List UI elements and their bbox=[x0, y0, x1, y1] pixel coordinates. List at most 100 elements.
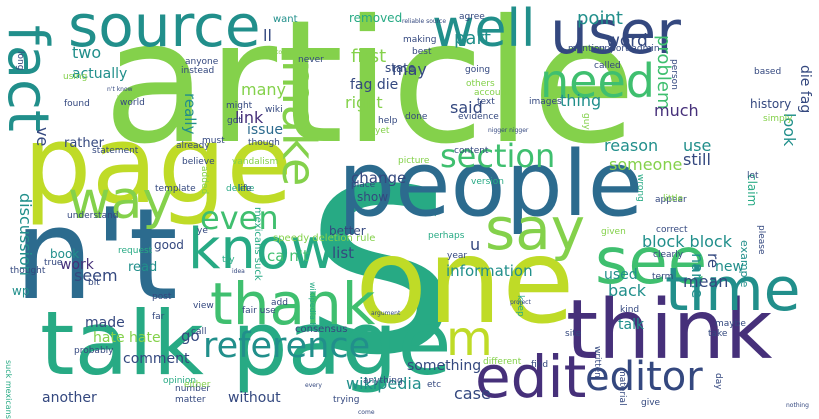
cloud-word: right bbox=[345, 93, 383, 112]
cloud-word: guy bbox=[581, 113, 591, 130]
cloud-word: s bbox=[303, 72, 460, 419]
cloud-word: good bbox=[154, 238, 184, 252]
cloud-word: ye bbox=[197, 226, 208, 236]
cloud-word: help bbox=[378, 116, 398, 126]
cloud-word: one bbox=[355, 212, 575, 350]
cloud-word: request bbox=[118, 246, 153, 256]
cloud-word: state bbox=[385, 61, 416, 75]
cloud-word: thing bbox=[560, 91, 602, 110]
cloud-word: based bbox=[754, 67, 782, 77]
cloud-word: book bbox=[50, 247, 80, 261]
cloud-word: suck mexicans bbox=[4, 360, 13, 419]
cloud-word: history bbox=[750, 97, 792, 111]
cloud-word: got bbox=[227, 116, 242, 126]
cloud-word: want bbox=[273, 14, 298, 25]
cloud-word: term bbox=[652, 272, 674, 282]
cloud-word: ll bbox=[263, 26, 272, 45]
cloud-word: first bbox=[351, 46, 387, 67]
cloud-word: year bbox=[447, 251, 468, 261]
cloud-word: take bbox=[708, 329, 728, 339]
cloud-word: many bbox=[241, 80, 286, 99]
cloud-word: section bbox=[440, 137, 556, 175]
cloud-word: come bbox=[358, 409, 375, 416]
cloud-word: ca n't bbox=[267, 247, 309, 265]
cloud-word: find bbox=[531, 360, 549, 370]
cloud-word: site bbox=[565, 329, 582, 339]
cloud-word: perhaps bbox=[428, 231, 465, 241]
cloud-word: place bbox=[351, 180, 376, 190]
cloud-word: account bbox=[474, 88, 510, 98]
cloud-word: project bbox=[510, 299, 531, 306]
cloud-word: fag die bbox=[350, 77, 399, 93]
cloud-word: either bbox=[184, 380, 211, 390]
cloud-word: even bbox=[200, 199, 279, 237]
cloud-word: really bbox=[181, 93, 199, 135]
cloud-word: editor bbox=[585, 354, 703, 400]
cloud-word: delete bbox=[226, 184, 255, 194]
cloud-word: true bbox=[44, 258, 63, 268]
cloud-word: content bbox=[454, 146, 489, 156]
cloud-word: version bbox=[471, 177, 504, 187]
cloud-word: m bbox=[446, 311, 493, 367]
cloud-word: information bbox=[446, 262, 533, 280]
cloud-word: vandalism bbox=[232, 157, 279, 167]
cloud-word: comment bbox=[123, 351, 190, 367]
cloud-word: called bbox=[594, 61, 621, 71]
cloud-word: must bbox=[202, 136, 225, 146]
cloud-word: kind bbox=[620, 305, 640, 315]
cloud-word: picture bbox=[398, 156, 430, 166]
cloud-word: case bbox=[454, 384, 491, 403]
cloud-word: appear bbox=[655, 195, 687, 205]
cloud-word: block block bbox=[642, 232, 732, 251]
cloud-word: material bbox=[617, 368, 627, 406]
cloud-word: people bbox=[338, 132, 644, 237]
cloud-word: need bbox=[540, 54, 655, 108]
cloud-word: might bbox=[226, 101, 253, 111]
cloud-word: edit bbox=[475, 343, 587, 411]
cloud-word: least bbox=[117, 95, 132, 102]
cloud-word: though bbox=[248, 138, 280, 148]
cloud-word: know bbox=[188, 217, 336, 282]
cloud-word: source bbox=[68, 0, 261, 60]
cloud-word: matter bbox=[175, 395, 206, 405]
cloud-word: probably bbox=[74, 346, 114, 356]
cloud-word: instead bbox=[181, 66, 215, 76]
cloud-word: day bbox=[713, 373, 723, 390]
cloud-word: making bbox=[403, 35, 437, 45]
cloud-word: using bbox=[63, 72, 88, 82]
cloud-word: agree bbox=[459, 12, 485, 22]
cloud-word: world bbox=[120, 98, 145, 108]
cloud-word: written bbox=[592, 346, 602, 378]
cloud-word: long bbox=[15, 51, 25, 71]
cloud-word: yet bbox=[375, 126, 390, 136]
cloud-word: used bbox=[604, 267, 638, 283]
cloud-word: others bbox=[466, 79, 495, 89]
cloud-word: point bbox=[577, 8, 623, 29]
cloud-word: work bbox=[60, 257, 94, 273]
cloud-word: every bbox=[305, 382, 322, 389]
cloud-word: said bbox=[450, 98, 483, 117]
cloud-word: issue bbox=[247, 122, 283, 138]
cloud-word: evidence bbox=[458, 112, 499, 122]
cloud-word: far bbox=[152, 312, 165, 322]
cloud-word: reference bbox=[203, 326, 371, 366]
cloud-word: give bbox=[641, 398, 661, 408]
cloud-word: mention bbox=[568, 44, 606, 54]
cloud-word: topic bbox=[276, 49, 291, 56]
cloud-word: link bbox=[235, 108, 264, 127]
cloud-word: think bbox=[566, 283, 773, 378]
cloud-word: lot bbox=[747, 171, 759, 181]
cloud-word: say bbox=[485, 195, 586, 263]
cloud-word: maybe bbox=[715, 319, 746, 329]
cloud-word: call bbox=[191, 327, 207, 337]
cloud-word: something bbox=[407, 358, 482, 374]
cloud-word: mexicans suck bbox=[252, 207, 263, 281]
cloud-word: understand bbox=[67, 211, 119, 221]
cloud-word: trying bbox=[333, 395, 360, 405]
cloud-word: speedy deletion rule bbox=[273, 233, 376, 244]
cloud-word: statement bbox=[92, 146, 139, 156]
cloud-word: someone bbox=[609, 155, 683, 174]
cloud-word: rather bbox=[64, 136, 104, 151]
cloud-word: going bbox=[465, 65, 491, 75]
